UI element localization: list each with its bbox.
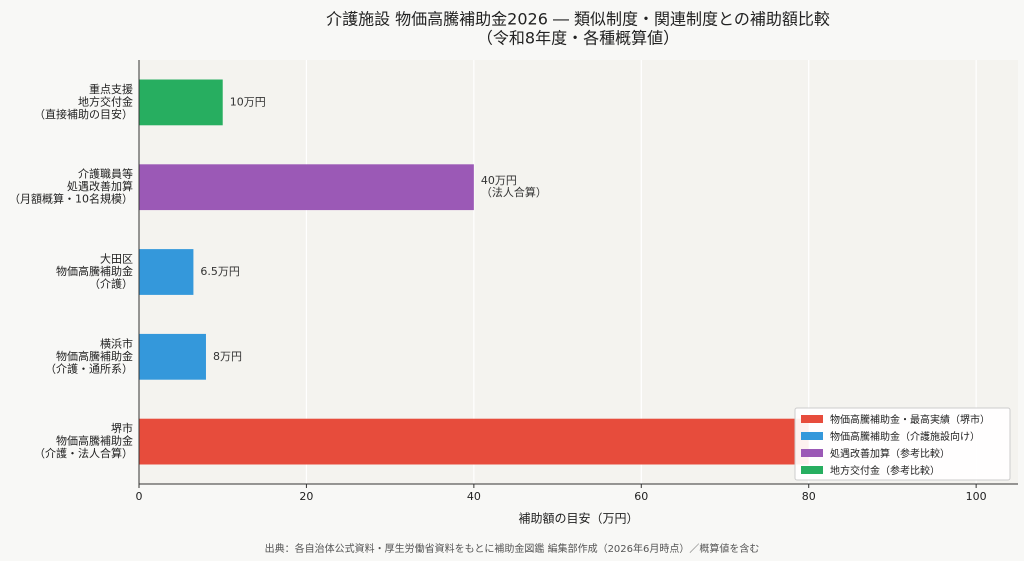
category-label: 介護職員等 [78,167,133,181]
data-label: 10万円 [230,95,266,108]
x-tick-label: 80 [802,490,816,503]
bar [139,249,194,295]
data-label: 8万円 [213,350,242,363]
x-tick-label: 60 [634,490,648,503]
x-tick-label: 0 [136,490,143,503]
category-label: 処遇改善加算 [67,179,133,193]
category-label: 地方交付金 [78,94,133,108]
legend-label: 処遇改善加算（参考比較） [830,447,950,460]
category-label: （月額概算・10名規模） [9,192,133,206]
legend-swatch [801,449,823,457]
x-tick-label: 40 [467,490,481,503]
source-footer: 出典：各自治体公式資料・厚生労働省資料をもとに補助金図鑑 編集部作成（2026年… [265,542,760,555]
data-label: （法人合算） [481,185,547,199]
legend-swatch [801,415,823,423]
category-label: 大田区 [100,252,133,266]
legend-label: 物価高騰補助金（介護施設向け） [830,430,980,443]
data-label: 6.5万円 [200,265,240,278]
chart-title-line: 介護施設 物価高騰補助金2026 ― 類似制度・関連制度との補助額比較 [326,10,830,29]
legend-swatch [801,432,823,440]
category-label: 堺市 [111,421,133,435]
legend-label: 物価高騰補助金・最高実績（堺市） [830,413,990,426]
category-label: （直接補助の目安） [34,107,133,121]
category-label: （介護・法人合算） [34,446,133,460]
category-label: 物価高騰補助金 [56,264,133,278]
bar [139,418,809,465]
legend-box [794,407,1011,481]
legend-swatch [801,466,823,474]
bar [139,164,474,211]
x-tick-label: 100 [966,490,987,503]
x-tick-label: 20 [299,490,313,503]
x-axis-title: 補助額の目安（万円） [518,511,638,526]
category-label: （介護・通所系） [45,361,133,375]
category-label: 重点支援 [89,82,133,96]
bar [139,79,223,126]
legend-label: 地方交付金（参考比較） [830,464,940,477]
category-label: 物価高騰補助金 [56,434,133,448]
chart-title-line: （令和8年度・各種概算値） [477,29,679,48]
category-label: 横浜市 [100,336,133,350]
category-label: （介護） [89,277,133,291]
bar [139,333,206,380]
category-label: 物価高騰補助金 [56,349,133,363]
data-label: 40万円 [481,174,517,187]
